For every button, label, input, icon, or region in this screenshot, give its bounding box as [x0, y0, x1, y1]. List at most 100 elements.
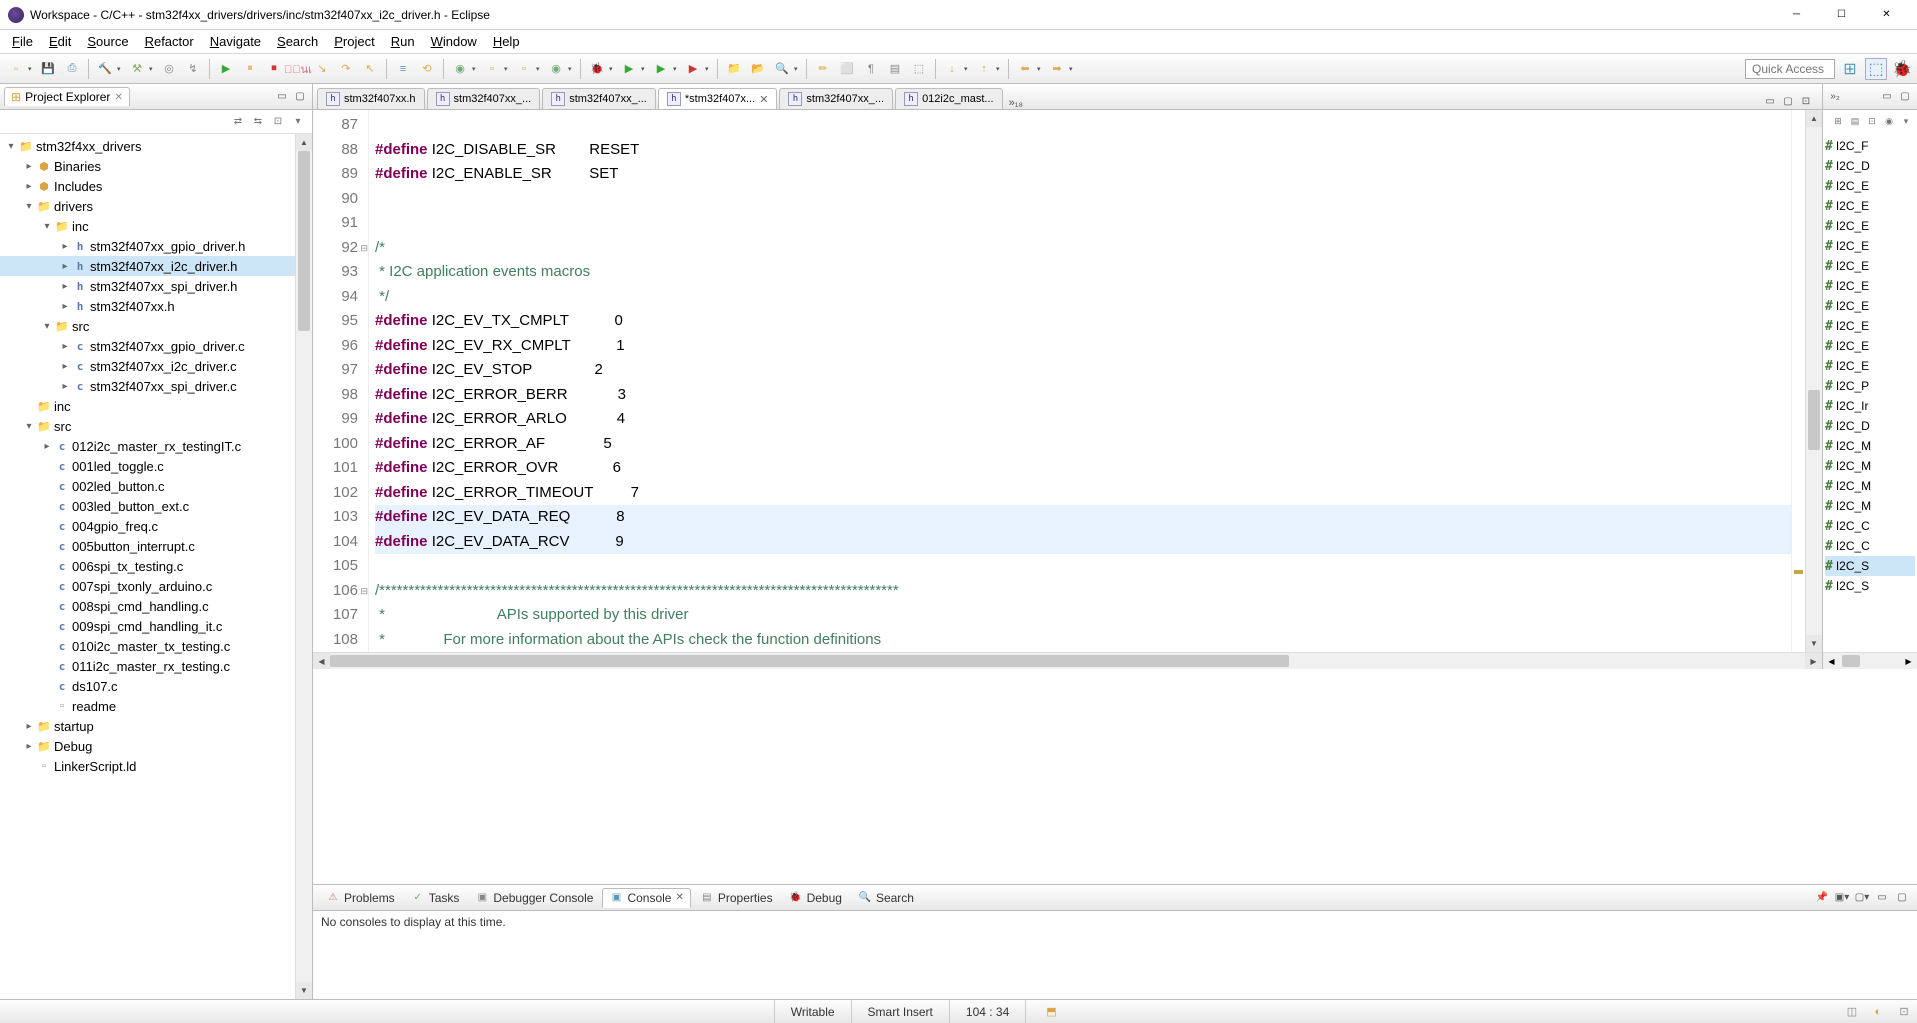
- scroll-left-icon[interactable]: ◀: [1823, 653, 1840, 669]
- tree-node[interactable]: ▸📁Debug: [0, 736, 312, 756]
- maximize-view-icon[interactable]: ▢: [292, 89, 308, 105]
- tree-node[interactable]: ▸c012i2c_master_rx_testingIT.c: [0, 436, 312, 456]
- overview-ruler[interactable]: [1791, 110, 1805, 652]
- editor-tab[interactable]: h*stm32f407x...✕: [658, 88, 778, 109]
- restore-view-icon[interactable]: ⊡: [1798, 93, 1814, 109]
- tree-node[interactable]: c002led_button.c: [0, 476, 312, 496]
- project-explorer-tab[interactable]: ⊞ Project Explorer ✕: [4, 87, 130, 106]
- scroll-right-icon[interactable]: ▶: [1805, 653, 1822, 669]
- tree-node[interactable]: ▫LinkerScript.ld: [0, 756, 312, 776]
- tree-node[interactable]: ▸⬢Includes: [0, 176, 312, 196]
- minimize-view-icon[interactable]: ▭: [1879, 89, 1895, 105]
- outline-hscroll[interactable]: ◀ ▶: [1823, 652, 1917, 669]
- new-file-button[interactable]: ▫: [513, 58, 535, 80]
- scroll-down-icon[interactable]: ▼: [296, 982, 312, 999]
- close-icon[interactable]: ✕: [759, 93, 768, 106]
- maximize-button[interactable]: ☐: [1819, 0, 1864, 30]
- focus-icon[interactable]: ⊡: [270, 114, 286, 130]
- editor-tab[interactable]: hstm32f407xx_...: [427, 88, 541, 109]
- outline-item[interactable]: #I2C_E: [1825, 236, 1915, 256]
- editor-tab[interactable]: hstm32f407xx.h: [317, 88, 425, 109]
- bottom-tab-debug[interactable]: 🐞Debug: [782, 888, 849, 908]
- menu-edit[interactable]: Edit: [41, 34, 79, 49]
- twisty-icon[interactable]: ▾: [4, 141, 18, 152]
- menu-navigate[interactable]: Navigate: [202, 34, 269, 49]
- outline-item[interactable]: #I2C_M: [1825, 496, 1915, 516]
- minimize-view-icon[interactable]: ▭: [274, 89, 290, 105]
- twisty-icon[interactable]: ▾: [22, 421, 36, 432]
- cpp-perspective-button[interactable]: ⬚: [1865, 58, 1887, 80]
- code-area[interactable]: #define I2C_DISABLE_SR RESET#define I2C_…: [369, 110, 1791, 652]
- twisty-icon[interactable]: ▸: [58, 261, 72, 272]
- twisty-icon[interactable]: ▸: [22, 741, 36, 752]
- close-icon[interactable]: ✕: [675, 892, 683, 903]
- tree-node[interactable]: c009spi_cmd_handling_it.c: [0, 616, 312, 636]
- scroll-thumb[interactable]: [1808, 390, 1820, 450]
- outline-item[interactable]: #I2C_D: [1825, 156, 1915, 176]
- step-over-button[interactable]: ↷: [335, 58, 357, 80]
- instruction-step-button[interactable]: ≡: [392, 58, 414, 80]
- bottom-tab-properties[interactable]: ▤Properties: [693, 888, 780, 908]
- open-perspective-button[interactable]: ⊞: [1839, 58, 1861, 80]
- sort-icon[interactable]: ⊞: [1831, 114, 1845, 128]
- step-into-button[interactable]: ↘: [311, 58, 333, 80]
- twisty-icon[interactable]: ▸: [58, 281, 72, 292]
- tree-node[interactable]: ▸📁startup: [0, 716, 312, 736]
- tree-node[interactable]: c008spi_cmd_handling.c: [0, 596, 312, 616]
- tree-node[interactable]: ▸⬢Binaries: [0, 156, 312, 176]
- new-class-button[interactable]: ◉: [449, 58, 471, 80]
- suspend-button[interactable]: ⏸: [239, 58, 261, 80]
- display-console-icon[interactable]: ▣▾: [1833, 889, 1851, 907]
- open-console-icon[interactable]: ▢▾: [1853, 889, 1871, 907]
- new-button[interactable]: ▫: [5, 58, 27, 80]
- link-editor-icon[interactable]: ⇆: [250, 114, 266, 130]
- twisty-icon[interactable]: ▸: [40, 441, 54, 452]
- next-annotation-button[interactable]: ↓: [941, 58, 963, 80]
- outline-item[interactable]: #I2C_C: [1825, 536, 1915, 556]
- menu-window[interactable]: Window: [423, 34, 485, 49]
- editor-vscrollbar[interactable]: ▲ ▼: [1805, 110, 1822, 652]
- outline-item[interactable]: #I2C_M: [1825, 476, 1915, 496]
- status-tip-icon[interactable]: ◐: [1869, 1003, 1887, 1021]
- outline-item[interactable]: #I2C_M: [1825, 436, 1915, 456]
- editor-body[interactable]: 8788899091929394959697989910010110210310…: [313, 110, 1822, 652]
- coverage-button[interactable]: ▶: [650, 58, 672, 80]
- twisty-icon[interactable]: ▸: [22, 181, 36, 192]
- tree-node[interactable]: c007spi_txonly_arduino.c: [0, 576, 312, 596]
- status-updates-icon[interactable]: ⬒: [1046, 1003, 1056, 1021]
- tree-node[interactable]: ▸hstm32f407xx.h: [0, 296, 312, 316]
- profile-button[interactable]: ▶: [682, 58, 704, 80]
- twisty-icon[interactable]: ▾: [22, 201, 36, 212]
- scroll-up-icon[interactable]: ▲: [1806, 110, 1822, 127]
- twisty-icon[interactable]: ▸: [58, 241, 72, 252]
- resume-button[interactable]: ▶: [215, 58, 237, 80]
- outline-item[interactable]: #I2C_E: [1825, 276, 1915, 296]
- tree-node[interactable]: ▸cstm32f407xx_gpio_driver.c: [0, 336, 312, 356]
- debug-button[interactable]: 🐞: [586, 58, 608, 80]
- tree-node[interactable]: 📁inc: [0, 396, 312, 416]
- tree-node[interactable]: ▸cstm32f407xx_i2c_driver.c: [0, 356, 312, 376]
- menu-project[interactable]: Project: [326, 34, 382, 49]
- twisty-icon[interactable]: ▾: [40, 321, 54, 332]
- bottom-tab-search[interactable]: 🔍Search: [851, 888, 921, 908]
- twisty-icon[interactable]: ▸: [22, 161, 36, 172]
- outline-item[interactable]: #I2C_M: [1825, 456, 1915, 476]
- toggle-button[interactable]: ↯: [182, 58, 204, 80]
- prev-annotation-button[interactable]: ↑: [973, 58, 995, 80]
- menu-source[interactable]: Source: [79, 34, 136, 49]
- maximize-view-icon[interactable]: ▢: [1897, 89, 1913, 105]
- outline-item[interactable]: #I2C_E: [1825, 176, 1915, 196]
- close-button[interactable]: ✕: [1864, 0, 1909, 30]
- tree-node[interactable]: c011i2c_master_rx_testing.c: [0, 656, 312, 676]
- tree-node[interactable]: ▾📁src: [0, 416, 312, 436]
- new-folder-button[interactable]: ▫: [481, 58, 503, 80]
- menu-refactor[interactable]: Refactor: [137, 34, 202, 49]
- hscroll-thumb[interactable]: [1842, 655, 1860, 667]
- outline-list[interactable]: #I2C_F#I2C_D#I2C_E#I2C_E#I2C_E#I2C_E#I2C…: [1823, 132, 1917, 652]
- tab-overflow-icon[interactable]: »₁₈: [1005, 97, 1027, 109]
- tree-node[interactable]: c001led_toggle.c: [0, 456, 312, 476]
- tree-node[interactable]: ▾📁stm32f4xx_drivers: [0, 136, 312, 156]
- maximize-view-icon[interactable]: ▢: [1893, 889, 1911, 907]
- forward-button[interactable]: ➡: [1046, 58, 1068, 80]
- tree-node[interactable]: ▾📁src: [0, 316, 312, 336]
